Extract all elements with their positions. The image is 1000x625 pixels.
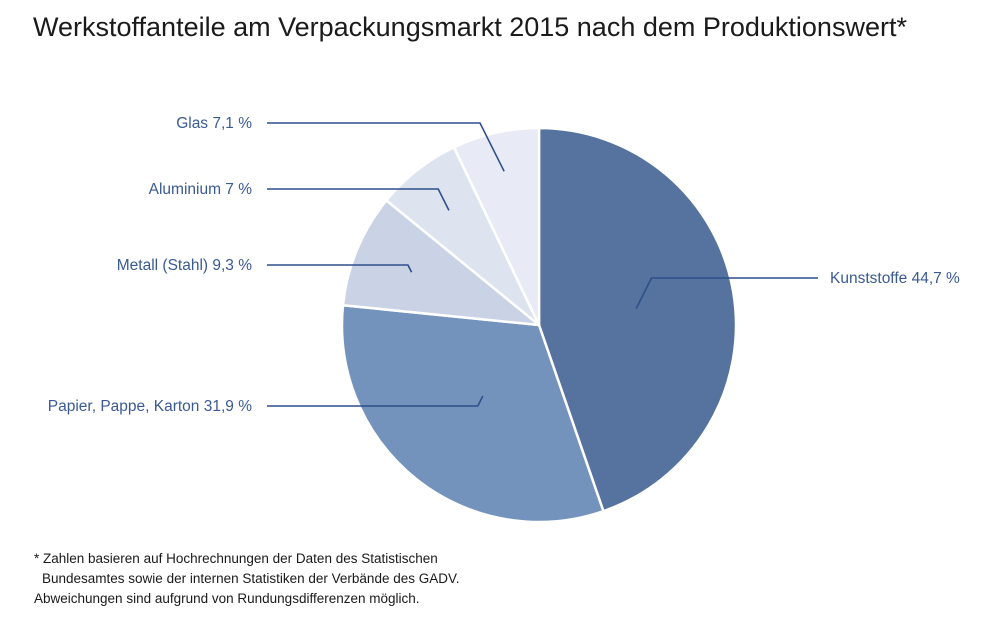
footnote-line-1: * Zahlen basieren auf Hochrechnungen der… <box>34 551 438 566</box>
slice-label: Papier, Pappe, Karton 31,9 % <box>48 398 252 415</box>
leader-line <box>267 188 450 211</box>
pie-slice-glas <box>452 126 541 327</box>
leader-lines <box>267 122 818 407</box>
slice-label: Glas 7,1 % <box>176 115 252 132</box>
pie-slice-papier-pappe-karton <box>340 303 605 524</box>
leader-line <box>267 264 413 273</box>
leader-line <box>635 277 818 310</box>
leader-line <box>267 122 505 172</box>
slice-labels: Kunststoffe 44,7 % Papier, Pappe, Karton … <box>48 115 960 415</box>
chart-title: Werkstoffanteile am Verpackungsmarkt 201… <box>33 12 907 42</box>
slice-label: Kunststoffe 44,7 % <box>830 270 960 287</box>
footnote-line-3: Abweichungen sind aufgrund von Rundungsd… <box>34 591 420 606</box>
pie-slice-kunststoffe <box>537 126 738 513</box>
pie-slices <box>340 126 738 524</box>
footnote-line-2: Bundesamtes sowie der internen Statistik… <box>42 571 460 586</box>
slice-label: Metall (Stahl) 9,3 % <box>117 257 252 274</box>
footnote: * Zahlen basieren auf Hochrechnungen der… <box>34 549 460 609</box>
slice-label: Aluminium 7 % <box>149 181 253 198</box>
leader-line <box>267 395 484 407</box>
pie-slice-metall-stahl <box>341 199 541 327</box>
